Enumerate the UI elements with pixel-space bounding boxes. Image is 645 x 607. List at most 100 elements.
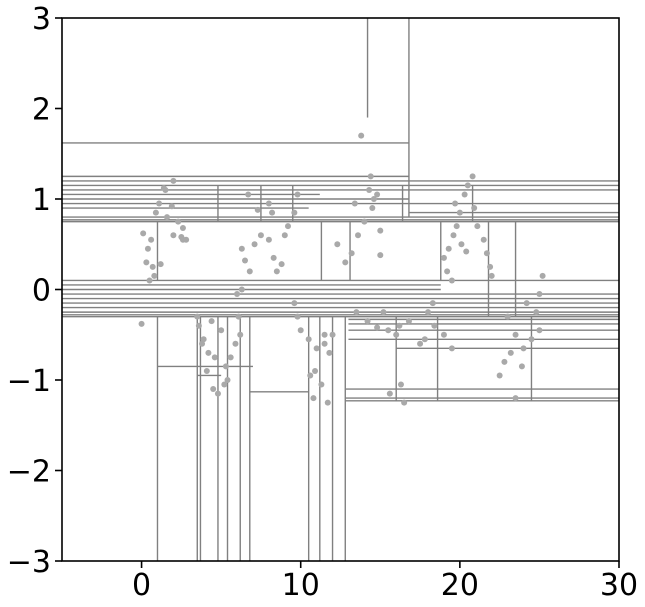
data-point-133 [199,340,206,347]
data-point-85 [520,345,527,352]
data-point-6 [152,209,159,216]
y-tick-label: −1 [7,364,51,399]
data-point-95 [496,372,503,379]
data-point-32 [284,223,291,230]
data-point-115 [310,395,317,402]
data-point-4 [149,263,156,270]
data-point-107 [297,327,304,334]
data-point-55 [440,254,447,261]
data-point-111 [321,340,328,347]
data-point-84 [512,331,519,338]
x-tick-label: 30 [600,568,638,603]
data-point-70 [488,272,495,279]
data-point-83 [504,313,511,320]
data-point-120 [195,322,202,329]
data-point-29 [270,254,277,261]
data-point-91 [539,272,546,279]
data-point-129 [237,331,244,338]
data-point-125 [214,390,221,397]
data-point-93 [501,358,508,365]
data-point-126 [222,363,229,370]
data-point-67 [480,236,487,243]
data-point-21 [183,236,190,243]
data-point-71 [444,268,451,275]
data-point-19 [160,185,167,192]
data-point-106 [294,313,301,320]
data-point-18 [170,177,177,184]
data-point-98 [374,324,381,331]
data-point-103 [397,381,404,388]
data-point-97 [364,318,371,325]
data-point-54 [374,191,381,198]
data-point-75 [431,322,438,329]
data-point-130 [208,318,215,325]
data-point-102 [353,309,360,316]
data-point-100 [393,331,400,338]
data-point-62 [452,200,459,207]
data-point-96 [512,395,519,402]
data-point-88 [533,309,540,316]
data-point-27 [257,232,264,239]
data-point-49 [377,227,384,234]
data-point-136 [194,313,201,320]
data-point-53 [358,132,365,139]
data-point-82 [429,300,436,307]
data-point-68 [483,250,490,257]
data-point-11 [170,232,177,239]
data-point-124 [210,386,217,393]
data-point-74 [425,309,432,316]
data-point-116 [324,399,331,406]
data-point-109 [305,336,312,343]
data-point-28 [265,236,272,243]
data-point-57 [450,232,457,239]
data-point-114 [318,381,325,388]
data-point-39 [291,209,298,216]
data-point-77 [448,345,455,352]
data-point-42 [342,259,349,266]
data-point-127 [227,354,234,361]
data-point-9 [168,203,175,210]
data-point-119 [307,372,314,379]
data-point-94 [518,363,525,370]
data-point-37 [245,191,252,198]
data-point-48 [370,196,377,202]
data-point-13 [179,224,186,231]
data-point-64 [464,182,471,189]
data-point-33 [281,232,288,239]
data-point-78 [417,340,424,347]
data-point-35 [269,209,276,216]
data-point-31 [278,261,285,268]
data-point-86 [528,336,535,343]
data-point-47 [369,205,376,212]
data-point-63 [461,191,468,198]
data-point-26 [251,241,258,248]
data-point-121 [200,336,207,343]
data-point-17 [138,320,145,327]
data-point-123 [203,367,210,374]
data-point-52 [367,173,374,180]
data-point-79 [421,336,428,343]
data-point-89 [523,300,530,307]
data-point-61 [456,209,463,216]
data-point-51 [366,186,373,193]
data-point-104 [401,399,408,406]
data-point-36 [265,200,272,207]
data-point-50 [377,252,384,259]
data-point-2 [148,236,155,243]
data-point-134 [211,354,218,361]
data-point-3 [143,259,150,266]
data-point-38 [294,191,301,198]
data-points [138,132,546,406]
data-point-92 [507,349,514,356]
data-point-34 [254,206,261,213]
data-point-56 [445,245,452,252]
data-point-66 [474,223,481,230]
x-axis: 0 10 20 30 [132,561,638,603]
data-point-110 [313,345,320,352]
data-point-24 [246,268,253,275]
data-point-105 [386,390,393,397]
data-point-41 [334,241,341,248]
data-point-22 [238,245,245,252]
data-point-25 [238,286,245,293]
data-point-101 [380,309,387,316]
